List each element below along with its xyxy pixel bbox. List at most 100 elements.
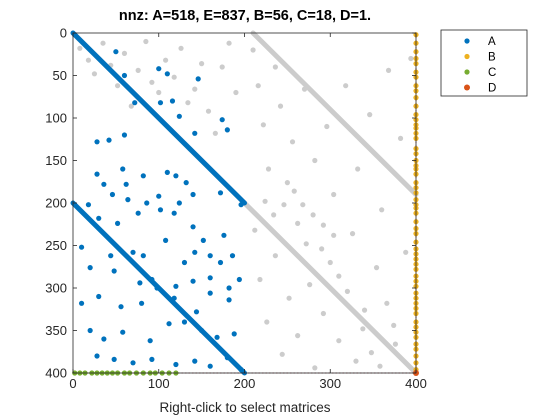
series-e-diagonal — [250, 30, 419, 197]
series-a-point — [94, 353, 100, 359]
series-e-point — [355, 166, 361, 172]
series-a-point — [207, 363, 213, 369]
series-a-point — [169, 98, 176, 104]
series-e-point — [264, 319, 270, 325]
series-a-point — [101, 336, 107, 342]
series-e-point — [331, 232, 337, 238]
series-e-point — [279, 351, 285, 357]
series-e-point — [255, 83, 261, 89]
series-a-point — [137, 280, 143, 286]
series-a-point — [87, 327, 93, 334]
y-tick-label: 250 — [45, 238, 67, 253]
series-a-point — [156, 193, 162, 199]
series-a-point — [217, 190, 224, 196]
series-e-point — [257, 276, 263, 283]
series-a-point — [94, 139, 100, 145]
legend-label-c: C — [488, 67, 496, 79]
series-e-point — [250, 47, 256, 53]
series-e-point — [385, 67, 392, 73]
series-e-point — [277, 103, 284, 109]
series-a-point — [123, 181, 129, 187]
series-a-point — [199, 327, 205, 334]
series-e-point — [199, 61, 205, 67]
series-e-point — [295, 333, 301, 339]
series-a-point — [163, 237, 169, 243]
series-e-point — [135, 67, 141, 73]
series-a-point — [217, 259, 224, 266]
series-a-point — [190, 224, 196, 230]
series-a-point — [166, 321, 172, 327]
series-a-point — [229, 253, 236, 259]
series-a-point — [181, 259, 188, 266]
series-a-point — [224, 355, 230, 361]
series-e-point — [361, 307, 368, 313]
series-a-point — [140, 253, 146, 259]
series-a-point — [113, 49, 119, 55]
x-axis-label: Right-click to select matrices — [159, 400, 330, 415]
series-a-point — [85, 202, 92, 208]
series-a-point — [219, 117, 225, 123]
series-a-point — [171, 295, 177, 301]
series-a-point — [149, 276, 155, 283]
series-a-point — [78, 244, 85, 250]
series-e-point — [295, 220, 301, 226]
series-a-point — [139, 300, 145, 306]
y-tick-label: 350 — [45, 323, 67, 338]
series-e-point — [349, 231, 356, 237]
series-a-point — [121, 72, 128, 79]
plot-area[interactable] — [70, 30, 419, 376]
series-e-point — [205, 108, 212, 114]
series-a-point — [193, 309, 200, 315]
series-a-point — [132, 100, 138, 106]
series-a-point — [192, 249, 198, 255]
series-a-point — [207, 253, 213, 259]
series-a-point — [147, 338, 153, 344]
series-e-point — [384, 300, 390, 306]
series-a-point — [154, 285, 160, 291]
y-tick-label: 50 — [53, 68, 67, 83]
series-a-point — [231, 331, 237, 337]
legend-label-b: B — [488, 52, 496, 64]
series-e-point — [128, 103, 134, 109]
series-a-point — [164, 71, 170, 77]
series-e-point — [252, 227, 258, 233]
series-e-point — [300, 202, 306, 208]
legend-label-d: D — [488, 83, 496, 95]
series-e-point — [272, 64, 278, 70]
series-a-point — [181, 319, 188, 325]
series-e-point — [336, 273, 342, 279]
series-e-point — [397, 135, 404, 141]
series-e-point — [77, 45, 83, 51]
series-e-point — [392, 341, 399, 347]
series-a-point — [214, 334, 220, 340]
series-e-point — [320, 222, 326, 228]
series-a-point — [149, 356, 155, 362]
series-a-point — [226, 285, 232, 291]
series-a-point — [94, 171, 100, 177]
series-e-point — [226, 40, 232, 46]
series-e-point — [343, 83, 349, 89]
series-e-point — [219, 64, 225, 70]
series-a-point — [114, 220, 121, 226]
series-a-point — [135, 210, 141, 216]
y-tick-label: 300 — [45, 281, 67, 296]
series-a-point — [236, 276, 242, 283]
series-e-point — [373, 265, 380, 271]
series-a-point — [130, 360, 136, 366]
series-e-point — [319, 246, 325, 252]
series-e-point — [307, 282, 313, 288]
x-tick-label: 100 — [148, 376, 170, 391]
series-a-point — [190, 278, 196, 284]
series-e-point — [114, 83, 121, 89]
series-a-point — [173, 283, 179, 289]
series-a-point — [120, 329, 126, 335]
chart-title: nnz: A=518, E=837, B=56, C=18, D=1. — [119, 8, 371, 24]
x-tick-label: 300 — [319, 376, 341, 391]
series-a-point — [111, 268, 117, 274]
series-e-diagonal — [242, 200, 419, 376]
series-e-point — [368, 350, 375, 356]
series-a-point — [176, 113, 182, 119]
y-tick-label: 150 — [45, 153, 67, 168]
y-tick-label: 100 — [45, 111, 67, 126]
